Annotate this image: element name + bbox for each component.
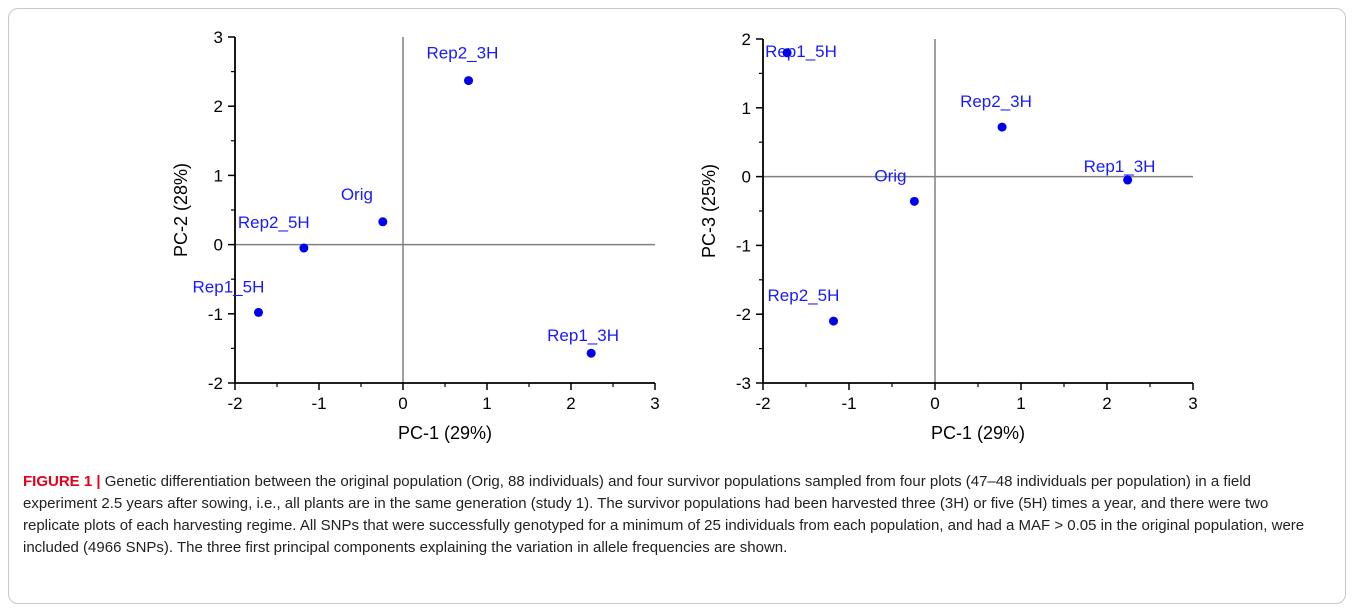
point-label-rep2-3h: Rep2_3H xyxy=(960,92,1032,111)
data-point-orig xyxy=(378,217,388,227)
data-point-rep2-3h xyxy=(464,76,474,86)
x-tick-label: 2 xyxy=(1102,394,1111,413)
x-axis-title: PC-1 (29%) xyxy=(931,423,1025,443)
point-label-rep1-3h: Rep1_3H xyxy=(547,326,619,345)
point-label-rep1-3h: Rep1_3H xyxy=(1084,157,1156,176)
x-tick-label: 1 xyxy=(482,394,491,413)
figure-caption: FIGURE 1 | Genetic differentiation betwe… xyxy=(23,471,1329,559)
x-tick-label: -1 xyxy=(311,394,326,413)
x-tick-label: 3 xyxy=(650,394,659,413)
y-tick-label: 0 xyxy=(742,168,751,187)
caption-text: Genetic differentiation between the orig… xyxy=(23,473,1305,556)
data-point-rep2-5h xyxy=(299,243,309,253)
y-tick-label: 2 xyxy=(214,97,223,116)
data-point-rep2-5h xyxy=(829,316,839,326)
point-label-rep2-3h: Rep2_3H xyxy=(427,44,499,63)
x-axis-title: PC-1 (29%) xyxy=(398,423,492,443)
y-tick-label: 1 xyxy=(214,166,223,185)
point-label-rep2-5h: Rep2_5H xyxy=(768,286,840,305)
x-tick-label: -2 xyxy=(227,394,242,413)
x-tick-label: -2 xyxy=(755,394,770,413)
point-label-rep2-5h: Rep2_5H xyxy=(238,213,310,232)
data-point-rep1-5h xyxy=(782,48,792,58)
y-tick-label: -2 xyxy=(208,374,223,393)
data-point-orig xyxy=(909,196,919,206)
y-tick-label: -1 xyxy=(208,305,223,324)
data-point-rep1-3h xyxy=(586,348,596,358)
x-tick-label: 1 xyxy=(1016,394,1025,413)
x-tick-label: 0 xyxy=(930,394,939,413)
data-point-rep1-3h xyxy=(1123,175,1133,185)
point-label-rep1-5h: Rep1_5H xyxy=(765,42,837,61)
x-tick-label: 2 xyxy=(566,394,575,413)
point-label-rep1-5h: Rep1_5H xyxy=(193,277,265,296)
y-axis-title: PC-3 (25%) xyxy=(699,164,719,258)
point-label-orig: Orig xyxy=(341,185,373,204)
y-tick-label: -2 xyxy=(736,305,751,324)
data-point-rep1-5h xyxy=(254,307,264,317)
y-tick-label: 3 xyxy=(214,28,223,47)
y-tick-label: 2 xyxy=(742,30,751,49)
point-label-orig: Orig xyxy=(874,166,906,185)
y-tick-label: -1 xyxy=(736,236,751,255)
x-tick-label: 3 xyxy=(1188,394,1197,413)
y-tick-label: -3 xyxy=(736,374,751,393)
x-tick-label: -1 xyxy=(841,394,856,413)
y-tick-label: 0 xyxy=(214,236,223,255)
y-tick-label: 1 xyxy=(742,99,751,118)
pc1-pc2-scatter-plot: -2 -1 0 1 2 3 -2 -1 0 1 2 3 PC-1 (29%) PC-2 (28%) Rep2… xyxy=(171,28,660,443)
figure-label: FIGURE 1 | xyxy=(23,473,101,490)
figure-frame: -2 -1 0 1 2 3 -2 -1 0 1 2 3 PC-1 (29%) PC-2 (28%) Rep2… xyxy=(8,8,1346,604)
y-axis-title: PC-2 (28%) xyxy=(171,163,191,257)
x-tick-label: 0 xyxy=(398,394,407,413)
data-point-rep2-3h xyxy=(997,122,1007,132)
